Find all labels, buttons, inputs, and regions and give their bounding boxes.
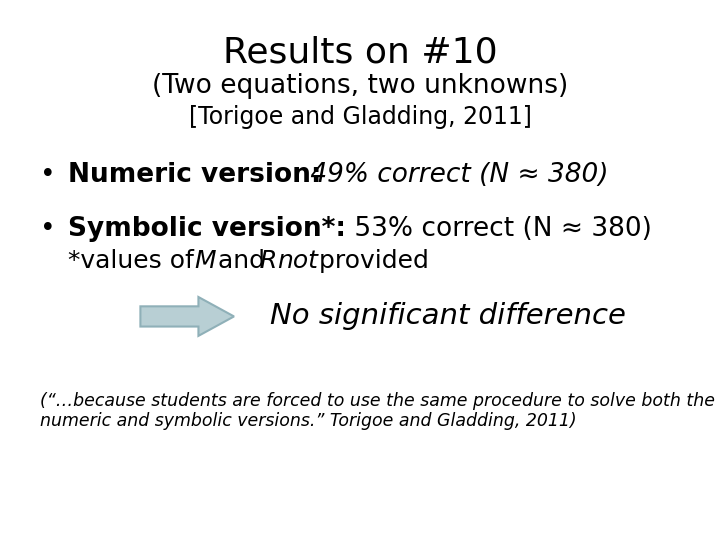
Polygon shape bbox=[140, 297, 234, 336]
Text: •: • bbox=[40, 162, 55, 188]
Text: M: M bbox=[194, 249, 216, 273]
Text: (“…because students are forced to use the same procedure to solve both the numer: (“…because students are forced to use th… bbox=[40, 392, 714, 430]
Text: and: and bbox=[210, 249, 274, 273]
Text: provided: provided bbox=[311, 249, 429, 273]
Text: not: not bbox=[277, 249, 318, 273]
Text: [Torigoe and Gladding, 2011]: [Torigoe and Gladding, 2011] bbox=[189, 105, 531, 129]
Text: Numeric version:: Numeric version: bbox=[68, 162, 322, 188]
Text: (Two equations, two unknowns): (Two equations, two unknowns) bbox=[152, 73, 568, 99]
Text: 49% correct (N ≈ 380): 49% correct (N ≈ 380) bbox=[302, 162, 609, 188]
Text: Symbolic version*:: Symbolic version*: bbox=[68, 216, 346, 242]
Text: *values of: *values of bbox=[68, 249, 202, 273]
Text: Results on #10: Results on #10 bbox=[222, 35, 498, 69]
Text: No significant difference: No significant difference bbox=[270, 302, 626, 330]
Text: 53% correct (N ≈ 380): 53% correct (N ≈ 380) bbox=[346, 216, 652, 242]
Text: R: R bbox=[259, 249, 276, 273]
Text: •: • bbox=[40, 216, 55, 242]
